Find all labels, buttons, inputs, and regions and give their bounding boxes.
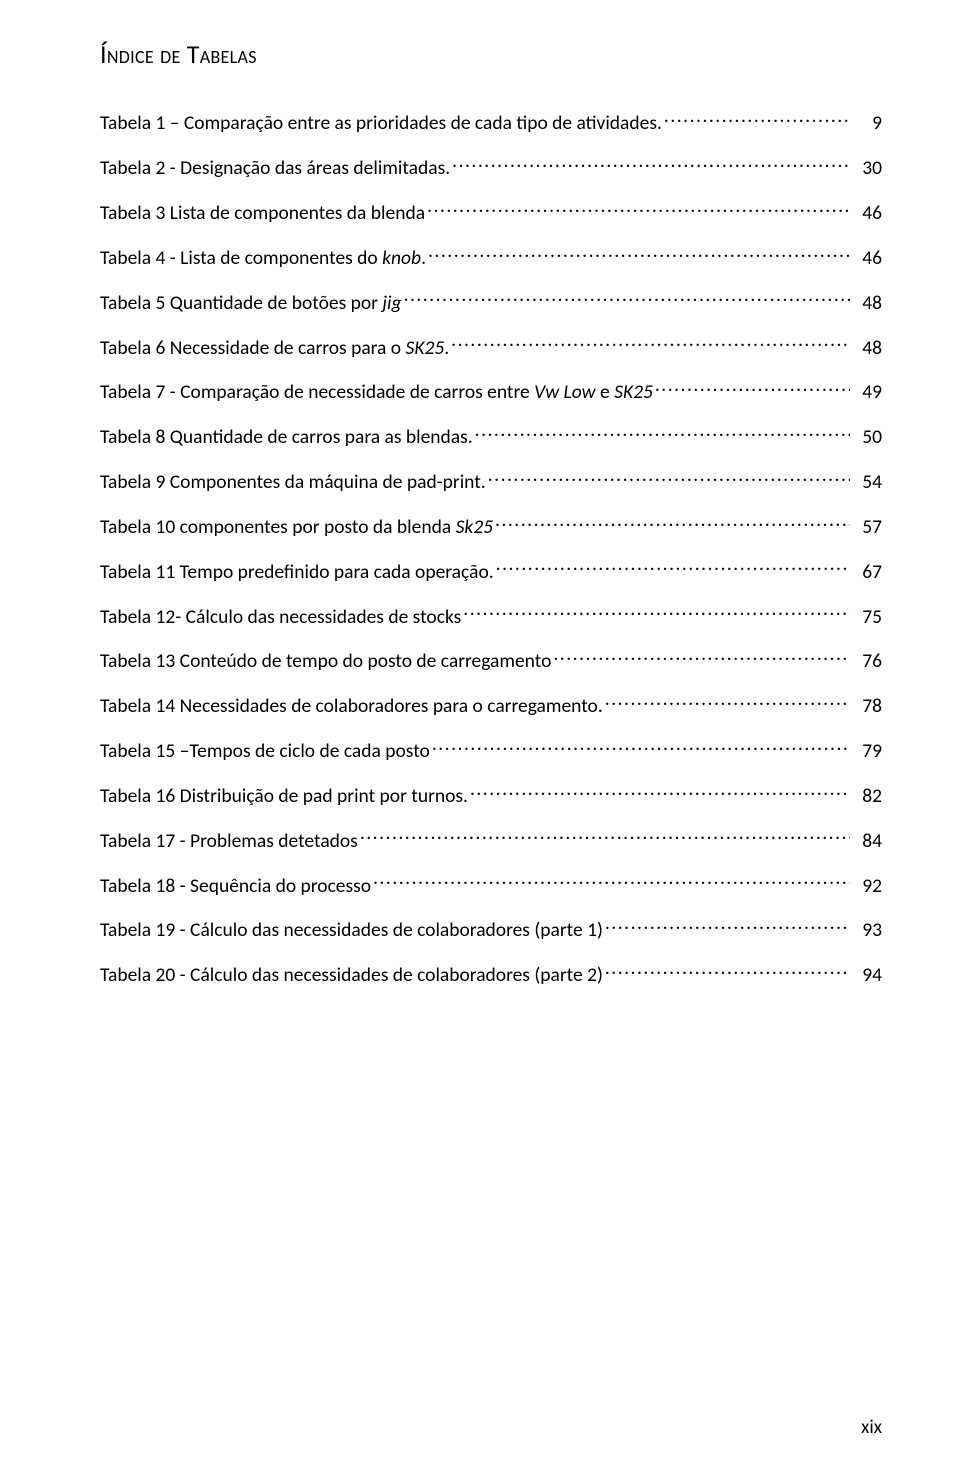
toc-entry: Tabela 13 Conteúdo de tempo do posto de …	[100, 646, 882, 674]
toc-entry-page: 82	[852, 785, 882, 808]
document-page: Índice de Tabelas Tabela 1 – Comparação …	[0, 0, 960, 1471]
toc-entry: Tabela 1 – Comparação entre as prioridad…	[100, 108, 882, 136]
toc-entry: Tabela 18 - Sequência do processo 92	[100, 870, 882, 898]
toc-entry: Tabela 19 - Cálculo das necessidades de …	[100, 915, 882, 943]
toc-leader-dots	[495, 511, 850, 532]
toc-entry-label: Tabela 14 Necessidades de colaboradores …	[100, 695, 603, 718]
toc-entry: Tabela 16 Distribuição de pad print por …	[100, 780, 882, 808]
toc-entry: Tabela 12- Cálculo das necessidades de s…	[100, 601, 882, 629]
toc-entry-label: Tabela 1 – Comparação entre as prioridad…	[100, 112, 662, 135]
toc-entry: Tabela 2 - Designação das áreas delimita…	[100, 153, 882, 181]
toc-entry-page: 57	[852, 516, 882, 539]
toc-entry-page: 54	[852, 471, 882, 494]
toc-entry-page: 30	[852, 157, 882, 180]
toc-entry: Tabela 20 - Cálculo das necessidades de …	[100, 960, 882, 988]
toc-entry: Tabela 4 - Lista de componentes do knob.…	[100, 242, 882, 270]
toc-entry-page: 92	[852, 875, 882, 898]
toc-entry-label: Tabela 4 - Lista de componentes do knob.	[100, 247, 426, 270]
toc-entry-label: Tabela 13 Conteúdo de tempo do posto de …	[100, 650, 551, 673]
toc-entry-page: 9	[852, 112, 882, 135]
toc-entry-label: Tabela 5 Quantidade de botões por jig	[100, 292, 402, 315]
toc-entry: Tabela 11 Tempo predefinido para cada op…	[100, 556, 882, 584]
toc-leader-dots	[496, 556, 850, 577]
toc-entry-label: Tabela 20 - Cálculo das necessidades de …	[100, 964, 603, 987]
toc-entry-label: Tabela 16 Distribuição de pad print por …	[100, 785, 468, 808]
toc-entry-page: 79	[852, 740, 882, 763]
toc-entry-page: 78	[852, 695, 882, 718]
toc-leader-dots	[452, 153, 850, 174]
toc-entry-page: 46	[852, 247, 882, 270]
toc-entry-page: 50	[852, 426, 882, 449]
toc-entry-page: 93	[852, 919, 882, 942]
toc-entry-page: 67	[852, 561, 882, 584]
toc-entry: Tabela 5 Quantidade de botões por jig 48	[100, 287, 882, 315]
toc-entry-label: Tabela 12- Cálculo das necessidades de s…	[100, 606, 461, 629]
toc-entry-label: Tabela 19 - Cálculo das necessidades de …	[100, 919, 603, 942]
page-title: Índice de Tabelas	[100, 38, 882, 70]
toc-leader-dots	[655, 377, 850, 398]
toc-entry-label: Tabela 17 - Problemas detetados	[100, 830, 358, 853]
toc-entry-page: 49	[852, 381, 882, 404]
toc-leader-dots	[664, 108, 850, 129]
toc-entry-label: Tabela 6 Necessidade de carros para o SK…	[100, 337, 449, 360]
toc-leader-dots	[373, 870, 850, 891]
toc-entry-label: Tabela 18 - Sequência do processo	[100, 875, 371, 898]
toc-entry-label: Tabela 2 - Designação das áreas delimita…	[100, 157, 450, 180]
toc-leader-dots	[427, 198, 850, 219]
toc-entry: Tabela 10 componentes por posto da blend…	[100, 511, 882, 539]
toc-entry-page: 84	[852, 830, 882, 853]
toc-leader-dots	[475, 422, 850, 443]
toc-entry: Tabela 14 Necessidades de colaboradores …	[100, 691, 882, 719]
toc-leader-dots	[432, 736, 850, 757]
toc-entry-label: Tabela 15 –Tempos de ciclo de cada posto	[100, 740, 430, 763]
toc-leader-dots	[360, 825, 850, 846]
toc-entry: Tabela 9 Componentes da máquina de pad-p…	[100, 467, 882, 495]
toc-leader-dots	[428, 242, 850, 263]
toc-entry-page: 48	[852, 337, 882, 360]
toc-entry: Tabela 7 - Comparação de necessidade de …	[100, 377, 882, 405]
toc-entry-label: Tabela 7 - Comparação de necessidade de …	[100, 381, 653, 404]
toc-entry-page: 46	[852, 202, 882, 225]
toc-entry-label: Tabela 3 Lista de componentes da blenda	[100, 202, 425, 225]
toc-leader-dots	[553, 646, 850, 667]
toc-entry: Tabela 3 Lista de componentes da blenda 4…	[100, 198, 882, 226]
toc-entry: Tabela 8 Quantidade de carros para as bl…	[100, 422, 882, 450]
toc-entry: Tabela 17 - Problemas detetados 84	[100, 825, 882, 853]
table-of-contents: Tabela 1 – Comparação entre as prioridad…	[100, 108, 882, 988]
toc-entry: Tabela 6 Necessidade de carros para o SK…	[100, 332, 882, 360]
toc-entry-label: Tabela 11 Tempo predefinido para cada op…	[100, 561, 494, 584]
toc-entry-label: Tabela 10 componentes por posto da blend…	[100, 516, 493, 539]
toc-entry-page: 48	[852, 292, 882, 315]
toc-leader-dots	[488, 467, 850, 488]
toc-leader-dots	[463, 601, 850, 622]
toc-leader-dots	[605, 960, 850, 981]
page-number: xix	[861, 1416, 882, 1439]
toc-leader-dots	[404, 287, 850, 308]
toc-leader-dots	[605, 691, 850, 712]
toc-entry-page: 75	[852, 606, 882, 629]
toc-entry: Tabela 15 –Tempos de ciclo de cada posto…	[100, 736, 882, 764]
toc-entry-label: Tabela 9 Componentes da máquina de pad-p…	[100, 471, 486, 494]
toc-leader-dots	[451, 332, 850, 353]
toc-entry-page: 94	[852, 964, 882, 987]
toc-leader-dots	[470, 780, 850, 801]
toc-entry-label: Tabela 8 Quantidade de carros para as bl…	[100, 426, 473, 449]
toc-leader-dots	[605, 915, 850, 936]
toc-entry-page: 76	[852, 650, 882, 673]
